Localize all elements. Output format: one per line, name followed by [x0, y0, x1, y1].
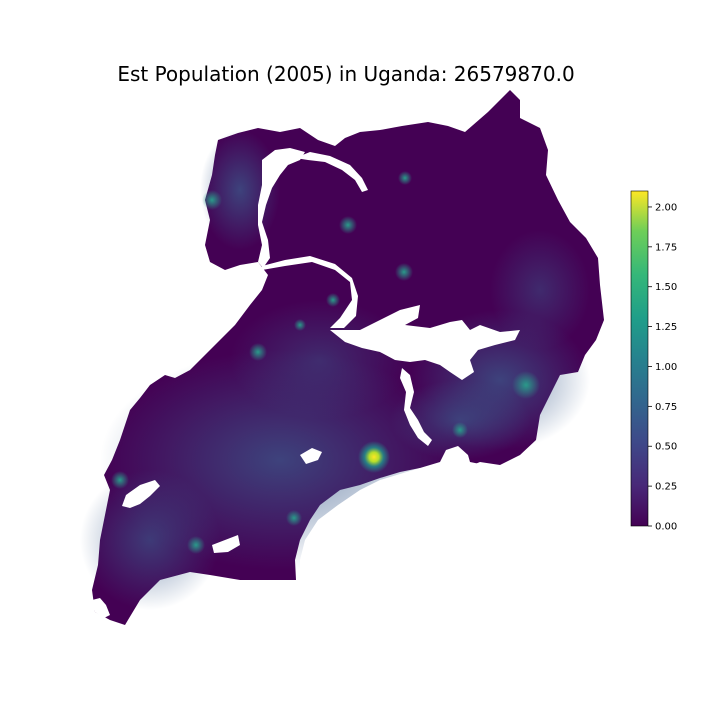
- lake-victoria: [300, 446, 504, 580]
- water-bodies: [92, 148, 520, 618]
- western-lake: [212, 535, 240, 553]
- capital-hotspot: [358, 441, 390, 473]
- colorbar-gradient: [630, 190, 649, 527]
- colorbar-tick-label: 1.00: [655, 362, 677, 373]
- colorbar-tick-label: 2.00: [655, 202, 677, 213]
- colorbar-tick-label: 1.75: [655, 242, 677, 253]
- colorbar: 0.00 0.25 0.50 0.75 1.00 1.25 1.50 1.75 2.00: [630, 190, 677, 533]
- lake-edward: [122, 480, 160, 508]
- sw-cutout: [92, 598, 110, 618]
- urban-centres: [111, 171, 540, 554]
- colorbar-ticks: 0.00 0.25 0.50 0.75 1.00 1.25 1.50 1.75 2.00: [648, 202, 677, 533]
- albert-nile: [295, 152, 368, 192]
- victoria-nile: [262, 256, 358, 328]
- lake-kyoga: [330, 305, 520, 380]
- colorbar-tick-label: 0.50: [655, 442, 677, 453]
- lake-george: [300, 448, 322, 464]
- lake-albert: [258, 148, 305, 268]
- colorbar-tick-label: 1.25: [655, 322, 677, 333]
- victoria-nile-south: [400, 368, 432, 446]
- map-title: Est Population (2005) in Uganda: 2657987…: [117, 62, 575, 86]
- colorbar-tick-label: 0.00: [655, 522, 677, 533]
- colorbar-tick-label: 0.25: [655, 482, 677, 493]
- population-density-shading: [80, 130, 590, 610]
- colorbar-tick-label: 0.75: [655, 402, 677, 413]
- colorbar-tick-label: 1.50: [655, 282, 677, 293]
